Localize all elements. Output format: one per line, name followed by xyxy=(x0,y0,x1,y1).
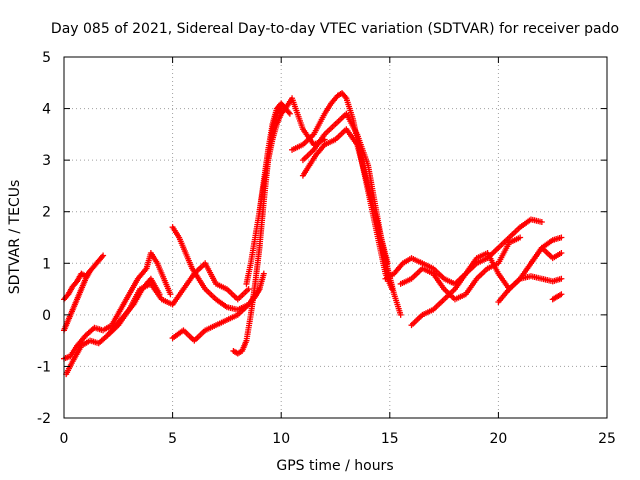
x-tick-label: 25 xyxy=(598,431,616,447)
data-point xyxy=(99,253,106,260)
data-point xyxy=(558,291,565,298)
data-point xyxy=(538,219,545,226)
y-axis-label: SDTVAR / TECUs xyxy=(7,180,23,295)
y-tick-label: 2 xyxy=(42,205,51,221)
series-track-18 xyxy=(527,244,565,267)
data-point xyxy=(384,260,391,267)
data-point xyxy=(260,270,267,277)
y-tick-label: 3 xyxy=(42,153,51,169)
data-point xyxy=(87,268,94,275)
y-tick-label: -2 xyxy=(37,411,51,427)
x-tick-label: 15 xyxy=(381,431,399,447)
x-tick-label: 10 xyxy=(272,431,290,447)
data-point xyxy=(558,275,565,282)
x-tick-label: 5 xyxy=(168,431,177,447)
series-track-5 xyxy=(104,260,252,339)
plot-frame xyxy=(63,56,608,419)
y-tick-label: 5 xyxy=(42,50,51,66)
data-point xyxy=(100,252,107,259)
data-point xyxy=(517,234,524,241)
data-point xyxy=(397,311,404,318)
x-tick-label: 0 xyxy=(60,431,69,447)
series-track-14 xyxy=(382,216,545,287)
data-point xyxy=(286,110,293,117)
series-track-6 xyxy=(169,224,263,313)
data-point xyxy=(558,234,565,241)
data-point xyxy=(281,106,288,113)
data-point xyxy=(558,249,565,256)
series-track-19 xyxy=(549,291,565,303)
chart-title: Day 085 of 2021, Sidereal Day-to-day VTE… xyxy=(51,21,619,37)
data-point xyxy=(342,93,349,100)
series-track-17 xyxy=(495,273,565,305)
y-tick-label: 4 xyxy=(42,102,51,118)
y-tick-label: 0 xyxy=(42,308,51,324)
y-tick-label: -1 xyxy=(37,359,51,375)
y-tick-label: 1 xyxy=(42,256,51,272)
series-track-15 xyxy=(397,234,524,303)
series-track-13 xyxy=(299,126,391,267)
data-point xyxy=(285,109,292,116)
series-track-3 xyxy=(61,249,174,362)
grid xyxy=(64,57,607,418)
axis-ticks: 0 5 10 15 20 25 -2 -1 0 1 2 3 4 5 xyxy=(37,50,616,447)
data-point xyxy=(167,291,174,298)
series-track-9 xyxy=(243,100,293,287)
data-points xyxy=(61,90,565,378)
series-track-1 xyxy=(61,252,107,303)
x-tick-label: 20 xyxy=(489,431,507,447)
data-point xyxy=(245,286,252,293)
x-axis-label: GPS time / hours xyxy=(276,458,393,474)
